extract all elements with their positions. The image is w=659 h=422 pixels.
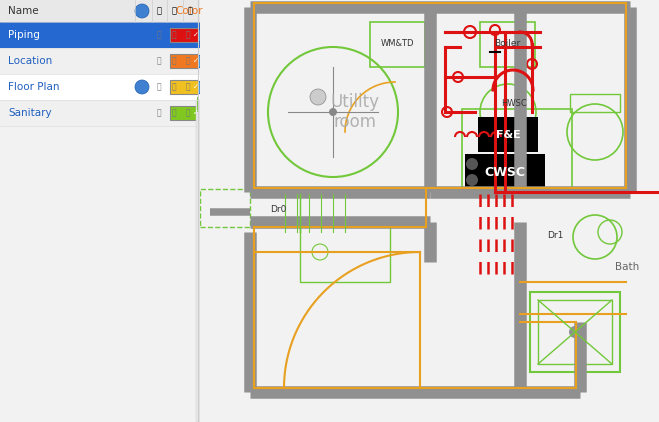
Text: 🔓: 🔓 [172, 108, 177, 117]
Text: F&E: F&E [496, 130, 521, 140]
Text: 🖨: 🖨 [186, 57, 190, 65]
Bar [170, 106, 198, 120]
Bar [530, 292, 620, 372]
Text: 🔓: 🔓 [172, 82, 177, 92]
Text: Utility: Utility [331, 93, 380, 111]
Text: 🖨: 🖨 [186, 108, 190, 117]
Bar [0, 22, 200, 48]
Text: ✓: ✓ [193, 58, 199, 64]
Bar [370, 22, 425, 67]
Text: 👁: 👁 [157, 82, 161, 92]
Bar [197, 97, 199, 112]
Text: Color: Color [175, 6, 203, 16]
Text: ✓: ✓ [193, 110, 199, 116]
Bar [190, 81, 202, 93]
Text: room: room [333, 113, 376, 131]
Bar [0, 100, 200, 126]
Text: Piping: Piping [8, 30, 40, 40]
Circle shape [310, 89, 326, 105]
Text: Floor Plan: Floor Plan [8, 82, 59, 92]
Bar [170, 54, 198, 68]
Bar [0, 0, 200, 22]
Bar [300, 222, 390, 282]
Bar [570, 94, 620, 112]
Text: Location: Location [8, 56, 52, 66]
Text: Name: Name [8, 6, 39, 16]
Circle shape [466, 158, 478, 170]
Bar [200, 189, 250, 227]
Circle shape [466, 174, 478, 186]
Bar [170, 28, 198, 42]
Circle shape [135, 80, 149, 94]
Text: 👁: 👁 [157, 57, 161, 65]
Text: Sanitary: Sanitary [8, 108, 51, 118]
Circle shape [569, 326, 581, 338]
Text: 🖨: 🖨 [188, 6, 192, 16]
Bar [465, 154, 545, 192]
Text: 🖨: 🖨 [186, 82, 190, 92]
Bar [478, 117, 538, 152]
Text: Boiler: Boiler [494, 40, 520, 49]
Bar [190, 29, 202, 41]
Bar [462, 109, 572, 194]
Bar [0, 48, 200, 74]
Text: ✓: ✓ [193, 84, 199, 90]
Text: WM&TD: WM&TD [380, 40, 414, 49]
Bar [480, 22, 535, 67]
Text: 🔓: 🔓 [172, 57, 177, 65]
Text: 🖨: 🖨 [186, 30, 190, 40]
Bar [190, 107, 202, 119]
Text: 👁: 👁 [157, 30, 161, 40]
Text: HWSC: HWSC [501, 100, 527, 108]
Text: CWSC: CWSC [484, 167, 525, 179]
Text: Bath: Bath [615, 262, 639, 272]
Text: 👁: 👁 [157, 108, 161, 117]
Text: 🔒: 🔒 [171, 6, 177, 16]
Text: ✓: ✓ [193, 32, 199, 38]
Bar [170, 80, 198, 94]
Text: Dr1: Dr1 [547, 232, 563, 241]
Text: Dr0: Dr0 [270, 205, 286, 214]
Bar [538, 300, 612, 364]
Text: 👁: 👁 [156, 6, 161, 16]
Circle shape [135, 4, 149, 18]
Circle shape [329, 108, 337, 116]
Bar [0, 74, 200, 100]
Bar [190, 55, 202, 67]
Bar [196, 100, 200, 422]
Text: 🔓: 🔓 [172, 30, 177, 40]
